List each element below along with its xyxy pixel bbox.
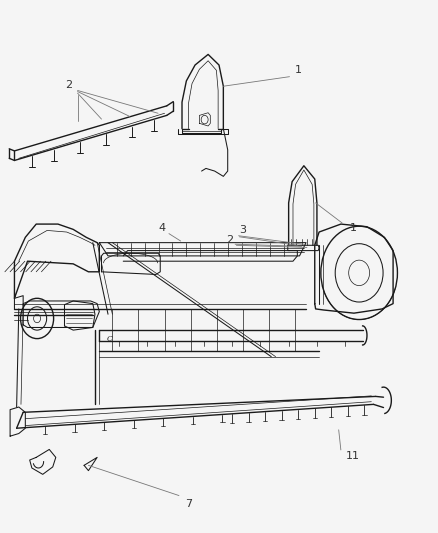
- Text: C: C: [106, 335, 112, 343]
- Text: 3: 3: [240, 225, 247, 236]
- Text: 2: 2: [226, 235, 233, 245]
- Text: 4: 4: [159, 223, 166, 233]
- Text: 2: 2: [65, 80, 72, 90]
- Text: 11: 11: [346, 451, 360, 462]
- Text: 1: 1: [350, 223, 357, 233]
- Text: 7: 7: [185, 498, 192, 508]
- Text: 1: 1: [295, 66, 302, 75]
